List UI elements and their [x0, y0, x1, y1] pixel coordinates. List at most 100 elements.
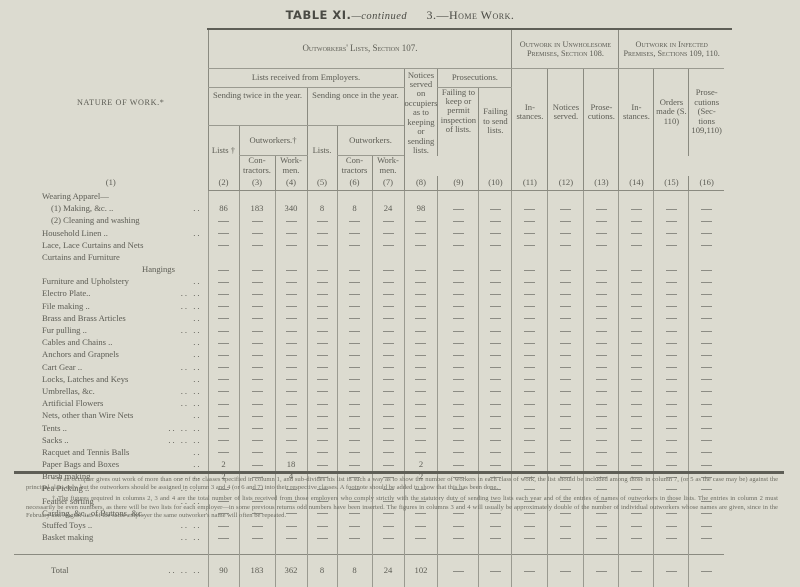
cell-col-12	[547, 349, 584, 362]
nil-dash	[285, 293, 297, 295]
cell-col-9	[437, 349, 479, 362]
spacer-cell	[371, 544, 404, 555]
nil-dash	[701, 415, 713, 417]
cell-col-10	[478, 288, 512, 301]
cell-col-8	[403, 251, 438, 264]
nil-dash	[630, 306, 642, 308]
cell-col-3	[238, 336, 275, 350]
spacer-cell	[688, 544, 724, 555]
cell-col-10	[478, 202, 512, 215]
nil-dash	[382, 354, 394, 356]
row-label-text: Cart Gear ..	[42, 361, 83, 372]
table-body: Wearing Apparel— (1) Making, &c. .... 86 18…	[14, 190, 724, 587]
cell-col-11	[511, 190, 548, 203]
nil-dash	[701, 464, 713, 466]
table-row: Basket making .. ..	[14, 531, 724, 545]
cell-col-7	[371, 507, 404, 520]
nil-dash	[665, 245, 677, 247]
cell-col-5	[306, 434, 337, 447]
cell-col-7	[371, 483, 404, 496]
cell-col-11	[511, 507, 548, 520]
nil-dash	[595, 367, 607, 369]
cell-col-6	[336, 300, 372, 313]
nil-dash	[452, 306, 464, 308]
cell-col-6	[336, 361, 372, 374]
cell-col-3	[238, 458, 275, 471]
cell-col-13	[583, 531, 619, 545]
nil-dash	[415, 281, 427, 283]
nil-dash	[665, 269, 677, 271]
nil-dash	[349, 379, 360, 381]
nil-dash	[595, 476, 607, 478]
nil-dash	[218, 379, 229, 381]
nil-dash	[452, 440, 464, 442]
nil-dash	[560, 476, 572, 478]
nil-dash	[630, 367, 642, 369]
cell-col-14	[618, 275, 654, 289]
cell-col-12	[547, 397, 584, 410]
cell-col-13	[583, 373, 619, 386]
nil-dash	[251, 537, 263, 539]
nil-dash	[489, 293, 501, 295]
nil-dash	[251, 488, 263, 490]
cell-col-5	[306, 385, 337, 398]
workmen-twice-label: Work-men.	[280, 155, 302, 175]
cell-col-14	[618, 300, 654, 313]
nil-dash	[415, 233, 427, 235]
table-row: (2) Cleaning and washing	[14, 214, 724, 228]
cell-col-4	[274, 263, 307, 276]
prosecutions-108-header: Prose-cutions.	[583, 68, 619, 156]
row-label-text: Brush making	[42, 471, 91, 482]
nil-dash	[218, 354, 229, 356]
cell-col-16	[688, 227, 724, 240]
cell-col-10	[478, 507, 512, 520]
cell-col-14	[618, 324, 654, 337]
nil-dash	[415, 342, 427, 344]
cell-col-14	[618, 227, 654, 240]
nil-dash	[452, 501, 464, 503]
nil-dash	[560, 415, 572, 417]
nil-dash	[349, 488, 360, 490]
cell-col-10	[478, 361, 512, 374]
cell-col-7	[371, 409, 404, 423]
nil-dash	[560, 428, 572, 430]
cell-col-2	[207, 507, 239, 520]
spacer-cell	[583, 544, 619, 555]
cell-col-11	[511, 239, 548, 252]
nil-dash	[382, 293, 394, 295]
cell-col-5	[306, 227, 337, 240]
cell-col-15	[653, 397, 689, 410]
nil-dash	[665, 306, 677, 308]
cell-col-7: 24	[371, 202, 404, 215]
leader-dots: .. ..	[180, 300, 202, 311]
cell-col-15	[653, 434, 689, 447]
leader-dots: .. ..	[180, 288, 202, 299]
row-label: Artificial Flowers .. ..	[14, 398, 208, 410]
nil-dash	[382, 440, 394, 442]
nil-dash	[489, 570, 501, 572]
nil-dash	[701, 513, 713, 515]
nil-dash	[560, 501, 572, 503]
cell-col-15	[653, 239, 689, 252]
row-label: Anchors and Grapnels..	[14, 349, 208, 361]
cell-col-6	[336, 239, 372, 252]
cell-col-13	[583, 422, 619, 435]
nil-dash	[524, 330, 536, 332]
cell-col-16	[688, 397, 724, 410]
nil-dash	[524, 391, 536, 393]
contractors-once-header: Con-tractors	[336, 156, 372, 176]
nil-dash	[251, 281, 263, 283]
nil-dash	[595, 513, 607, 515]
nil-dash	[285, 391, 297, 393]
nil-dash	[349, 330, 360, 332]
nil-dash	[560, 403, 572, 405]
cell-col-4	[274, 422, 307, 435]
cell-col-6	[336, 336, 372, 350]
row-label-text: Stuffed Toys ..	[42, 520, 93, 530]
cell-col-12	[547, 385, 584, 398]
cell-col-11	[511, 409, 548, 423]
cell-col-12	[547, 495, 584, 508]
cell-col-16	[688, 202, 724, 215]
nil-dash	[630, 428, 642, 430]
table-row: Tents .. .. .. ..	[14, 422, 724, 435]
